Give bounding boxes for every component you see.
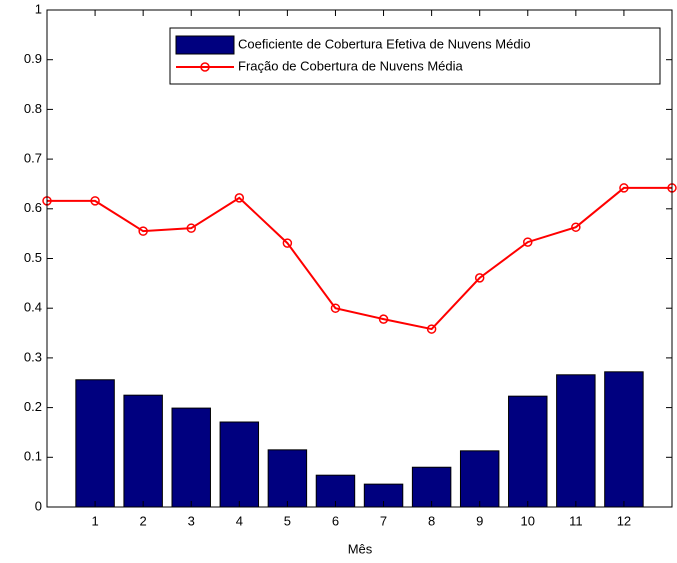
marker [378, 314, 389, 324]
y-tick-label: 1 [35, 1, 42, 16]
line [47, 186, 672, 331]
legend-marker [200, 62, 210, 72]
y-tick-label: 0.3 [24, 349, 42, 364]
y-tick-label: 0.6 [24, 200, 42, 215]
legend-box [169, 27, 661, 85]
legend-swatch [175, 35, 235, 55]
x-tick-label: 12 [617, 513, 631, 528]
x-axis-label: Mês [348, 541, 373, 556]
y-tick-label: 0.8 [24, 101, 42, 116]
marker [186, 223, 196, 233]
marker [90, 196, 100, 206]
x-tick-label: 6 [332, 513, 339, 528]
marker [138, 226, 148, 236]
y-tick-label: 0.9 [24, 51, 42, 66]
x-tick-label: 3 [188, 513, 195, 528]
bar [411, 466, 452, 508]
bar [75, 379, 115, 508]
y-tick-label: 0.5 [24, 250, 42, 265]
bar [459, 450, 500, 508]
marker [234, 193, 245, 203]
x-tick-label: 5 [284, 513, 291, 528]
x-tick-label: 1 [91, 513, 98, 528]
x-tick-label: 7 [380, 513, 387, 528]
x-tick-label: 10 [521, 513, 535, 528]
x-tick-label: 11 [569, 513, 583, 528]
y-tick-label: 0.7 [24, 151, 42, 166]
x-tick-label: 9 [476, 513, 483, 528]
x-tick-label: 2 [140, 513, 147, 528]
bar [219, 421, 260, 508]
marker [426, 324, 437, 334]
marker [282, 238, 293, 248]
marker [619, 183, 629, 193]
bar [508, 395, 548, 508]
marker [571, 222, 581, 232]
bar [556, 374, 596, 508]
bar [171, 407, 211, 508]
y-tick-label: 0.2 [24, 399, 42, 414]
bar [123, 394, 163, 508]
bar [267, 449, 308, 508]
x-tick-label: 4 [236, 513, 243, 528]
x-tick-label: 8 [428, 513, 435, 528]
marker [523, 237, 533, 247]
y-tick-label: 0.1 [24, 449, 42, 464]
legend-label: Fração de Cobertura de Nuvens Média [238, 58, 464, 73]
bar [604, 371, 644, 508]
marker [474, 273, 485, 283]
marker [330, 303, 341, 313]
y-tick-label: 0.4 [24, 300, 42, 315]
legend-label: Coeficiente de Cobertura Efetiva de Nuve… [238, 36, 531, 51]
y-tick-label: 0 [35, 498, 42, 513]
